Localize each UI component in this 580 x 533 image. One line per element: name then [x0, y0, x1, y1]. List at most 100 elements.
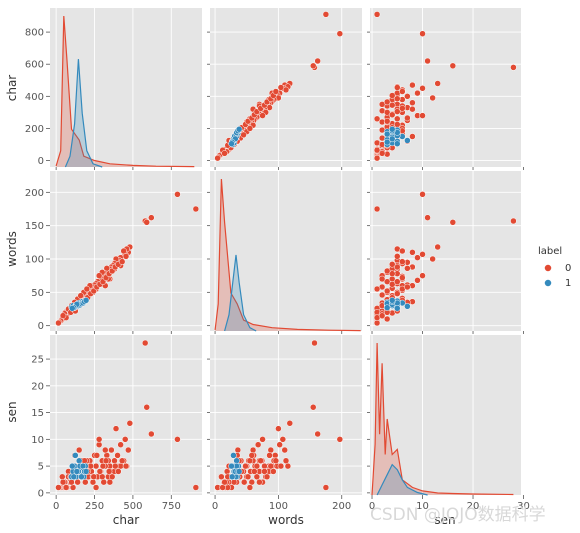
y-tick-label-words: 150: [25, 221, 44, 232]
point-label-0: [253, 473, 261, 481]
point-label-1: [235, 468, 243, 475]
point-label-0: [102, 446, 109, 454]
point-label-0: [404, 93, 411, 100]
point-label-0: [388, 261, 396, 268]
x-tick-label-sen: 10: [416, 501, 429, 512]
point-label-0: [259, 436, 266, 443]
x-axis-label-words: words: [268, 513, 304, 527]
point-label-0: [383, 287, 391, 295]
point-label-1: [69, 462, 76, 470]
y-tick-label-sen: 25: [31, 355, 44, 366]
point-label-0: [90, 473, 98, 481]
point-label-0: [336, 30, 344, 37]
point-label-1: [69, 305, 76, 312]
x-axis-label-char: char: [113, 513, 140, 527]
legend-label-0: 0: [565, 263, 571, 274]
point-label-0: [449, 219, 457, 226]
point-label-0: [281, 446, 288, 454]
point-label-0: [409, 133, 416, 140]
point-label-0: [419, 272, 426, 279]
watermark: CSDN @JOJO数据科学: [370, 505, 546, 525]
point-label-0: [429, 255, 436, 263]
panel-char-vs-words: [210, 8, 362, 167]
point-label-0: [118, 457, 126, 465]
kde-line-label-0: [214, 178, 361, 332]
point-label-0: [98, 473, 106, 481]
point-label-0: [251, 468, 258, 475]
point-label-0: [100, 478, 107, 486]
panel-char-vs-sen: [370, 8, 524, 167]
y-tick-label-char: 0: [38, 156, 44, 167]
point-label-0: [122, 253, 130, 260]
point-label-1: [383, 304, 391, 311]
point-label-1: [404, 137, 411, 144]
point-label-0: [399, 105, 406, 112]
kde-fill-label-1: [65, 59, 103, 167]
point-label-0: [118, 258, 126, 265]
point-label-0: [244, 473, 252, 481]
point-label-0: [314, 57, 321, 65]
point-label-0: [394, 290, 401, 297]
point-label-0: [148, 430, 155, 438]
point-label-0: [256, 478, 263, 486]
point-label-0: [112, 425, 120, 432]
point-label-0: [108, 473, 116, 481]
point-label-0: [221, 150, 228, 157]
point-label-1: [75, 457, 83, 465]
point-label-1: [383, 138, 391, 146]
kde-fill-label-0: [56, 16, 195, 167]
point-label-0: [87, 462, 94, 470]
point-label-0: [277, 84, 285, 91]
point-label-0: [383, 267, 391, 275]
point-label-0: [404, 283, 411, 291]
panel-background: [50, 8, 202, 167]
point-label-1: [79, 462, 87, 470]
legend: label 0 1: [538, 246, 571, 289]
point-label-1: [228, 462, 235, 470]
panels-layer: [50, 8, 524, 496]
point-label-0: [74, 478, 81, 486]
point-label-0: [414, 89, 421, 97]
point-label-0: [59, 473, 66, 481]
point-label-0: [388, 111, 396, 119]
kde-fill-label-0: [372, 343, 514, 495]
point-label-0: [248, 478, 256, 486]
panel-background: [210, 171, 362, 331]
point-label-0: [143, 403, 150, 411]
point-label-1: [383, 130, 391, 138]
point-label-0: [419, 112, 426, 119]
point-label-0: [122, 462, 130, 470]
point-label-0: [92, 484, 100, 491]
legend-label-1: 1: [565, 278, 571, 289]
point-label-1: [394, 305, 401, 312]
panel-words-vs-words: [210, 171, 362, 332]
point-label-0: [419, 30, 426, 37]
point-label-0: [108, 446, 115, 454]
x-tick-label-char: 0: [53, 501, 59, 512]
point-label-0: [378, 291, 386, 299]
point-label-0: [92, 462, 100, 470]
panel-char-vs-char: [50, 8, 202, 168]
point-label-0: [261, 468, 268, 475]
point-label-0: [419, 85, 426, 92]
kde-fill-label-1: [377, 464, 428, 495]
y-tick-label-sen: 5: [38, 462, 44, 473]
y-tick-label-sen: 10: [31, 435, 44, 446]
point-label-0: [192, 484, 200, 491]
point-label-0: [267, 446, 275, 454]
point-label-0: [394, 115, 401, 123]
point-label-0: [311, 339, 318, 347]
point-label-0: [394, 263, 401, 271]
point-label-0: [424, 57, 431, 65]
point-label-0: [257, 457, 264, 465]
panel-words-vs-sen: [370, 171, 524, 331]
y-tick-label-words: 100: [25, 255, 44, 266]
point-label-0: [125, 446, 132, 454]
point-label-1: [70, 473, 78, 481]
legend-marker-1: [544, 279, 552, 287]
y-tick-label-char: 200: [25, 124, 44, 135]
point-label-0: [414, 277, 421, 284]
point-label-0: [394, 278, 401, 285]
point-label-0: [218, 473, 225, 481]
point-label-0: [378, 275, 386, 283]
